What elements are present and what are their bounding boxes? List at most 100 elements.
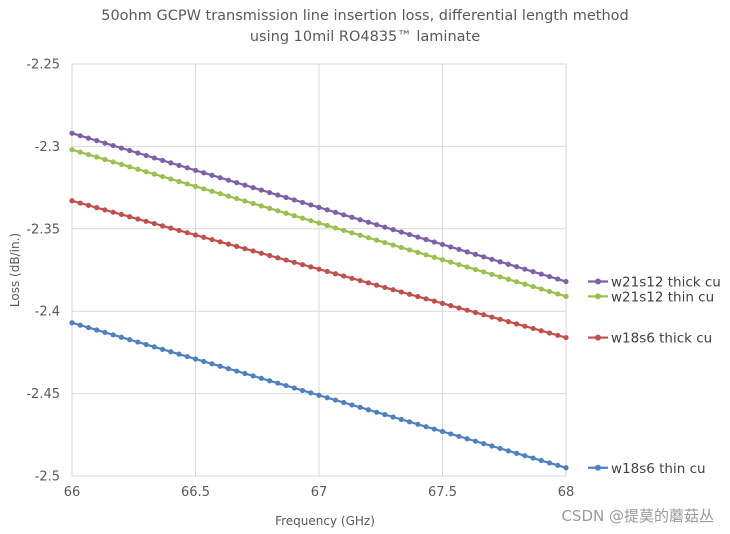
legend-item: w21s12 thin cu bbox=[588, 289, 714, 305]
legend-point-marker bbox=[595, 293, 601, 300]
data-point bbox=[522, 281, 528, 287]
data-point bbox=[242, 246, 248, 252]
data-point bbox=[456, 305, 462, 311]
data-point bbox=[201, 170, 207, 176]
data-point bbox=[110, 332, 116, 338]
data-point bbox=[456, 261, 462, 268]
data-point bbox=[497, 445, 503, 452]
data-point bbox=[332, 397, 339, 403]
data-point bbox=[159, 173, 166, 180]
data-point bbox=[563, 465, 569, 471]
data-point bbox=[291, 385, 297, 391]
data-point bbox=[192, 356, 199, 362]
data-point bbox=[324, 207, 330, 213]
data-point bbox=[431, 298, 437, 304]
data-point bbox=[275, 192, 281, 198]
data-point bbox=[464, 264, 470, 270]
data-point bbox=[258, 375, 264, 381]
data-point bbox=[555, 462, 561, 468]
data-point bbox=[283, 257, 289, 263]
data-point bbox=[77, 149, 83, 155]
data-point bbox=[275, 380, 281, 386]
data-point bbox=[168, 160, 174, 166]
data-point bbox=[135, 216, 141, 222]
data-point bbox=[184, 165, 190, 171]
data-point bbox=[530, 455, 536, 461]
data-point bbox=[472, 438, 479, 444]
series-w21s12-thin-cu bbox=[69, 147, 569, 299]
data-point bbox=[118, 334, 124, 340]
data-point bbox=[102, 329, 108, 336]
data-point bbox=[546, 460, 553, 466]
data-point bbox=[267, 205, 273, 211]
data-point bbox=[489, 314, 495, 320]
data-point bbox=[349, 230, 355, 236]
data-point bbox=[365, 280, 371, 286]
data-point bbox=[563, 278, 569, 285]
data-point bbox=[192, 232, 199, 238]
data-point bbox=[85, 324, 92, 331]
data-point bbox=[341, 227, 347, 233]
data-point bbox=[209, 361, 215, 367]
data-point bbox=[176, 227, 182, 234]
data-point bbox=[176, 351, 182, 357]
data-point bbox=[283, 194, 289, 201]
data-point bbox=[431, 239, 437, 245]
data-point bbox=[374, 222, 380, 228]
data-point bbox=[291, 259, 297, 265]
data-point bbox=[448, 259, 454, 265]
data-point bbox=[250, 185, 256, 191]
y-axis-label: Loss (dB/in.) bbox=[8, 233, 22, 307]
x-tick-label: 67.5 bbox=[428, 485, 457, 500]
data-point bbox=[456, 246, 462, 252]
data-point bbox=[472, 266, 479, 273]
data-point bbox=[439, 241, 446, 248]
data-point bbox=[489, 256, 495, 262]
data-point bbox=[522, 323, 528, 329]
data-point bbox=[192, 167, 199, 173]
data-point bbox=[448, 303, 454, 309]
data-point bbox=[472, 309, 479, 316]
data-point bbox=[390, 227, 396, 233]
data-point bbox=[127, 214, 133, 220]
data-point bbox=[406, 231, 413, 238]
data-point bbox=[275, 255, 281, 261]
data-point bbox=[159, 157, 166, 164]
data-point bbox=[406, 419, 413, 425]
data-point bbox=[168, 349, 174, 355]
x-axis-label: Frequency (GHz) bbox=[275, 514, 375, 528]
data-point bbox=[497, 274, 503, 280]
data-point bbox=[481, 440, 487, 447]
data-point bbox=[365, 407, 371, 413]
data-point bbox=[258, 250, 264, 256]
data-point bbox=[159, 346, 166, 352]
data-point bbox=[250, 248, 256, 254]
data-point bbox=[102, 156, 108, 163]
data-point bbox=[324, 222, 330, 229]
data-point bbox=[555, 332, 561, 338]
data-point bbox=[127, 337, 133, 343]
data-point bbox=[316, 392, 322, 398]
data-point bbox=[184, 181, 190, 187]
data-point bbox=[267, 378, 273, 384]
y-tick-label: -2.4 bbox=[35, 305, 60, 320]
data-point bbox=[464, 436, 470, 442]
data-point bbox=[192, 183, 199, 189]
data-point bbox=[234, 368, 240, 374]
x-tick-label: 66.5 bbox=[181, 485, 210, 500]
data-point bbox=[341, 212, 347, 218]
data-point bbox=[505, 319, 511, 325]
data-point bbox=[291, 197, 297, 203]
data-point bbox=[135, 166, 141, 172]
data-point bbox=[423, 296, 429, 302]
data-point bbox=[127, 164, 133, 170]
data-point bbox=[201, 186, 207, 192]
data-point bbox=[94, 154, 100, 160]
data-point bbox=[538, 328, 544, 334]
data-point bbox=[299, 199, 306, 206]
data-point bbox=[225, 241, 232, 247]
data-point bbox=[555, 276, 561, 282]
data-point bbox=[448, 431, 454, 437]
y-tick-label: -2.35 bbox=[26, 222, 60, 237]
